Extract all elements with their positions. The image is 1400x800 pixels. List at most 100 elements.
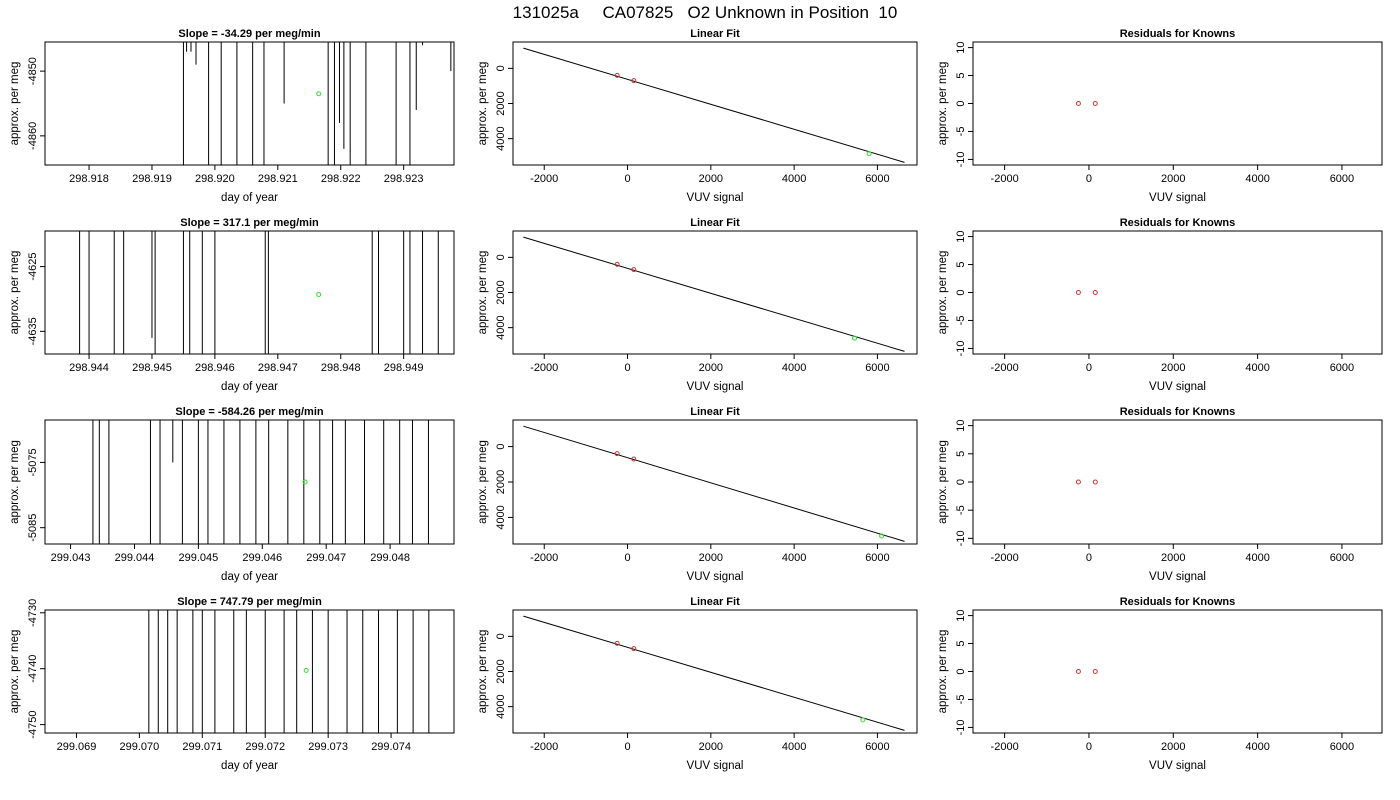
chart-panel: Slope = -34.29 per meg/min 298.918 298.919… bbox=[9, 28, 455, 204]
x-tick-label: -2000 bbox=[991, 552, 1019, 564]
y-tick-label: 0 bbox=[955, 289, 967, 295]
x-axis-label: day of year bbox=[221, 381, 278, 393]
chart-panel: Slope = 747.79 per meg/min 299.069 299.070… bbox=[9, 596, 455, 772]
x-tick-label: 299.045 bbox=[178, 552, 218, 564]
y-axis: -4625 -4635 approx. per meg bbox=[9, 251, 45, 345]
y-axis: 0 2000 4000 approx. per meg bbox=[477, 251, 513, 340]
x-axis-label: VUV signal bbox=[687, 571, 744, 583]
x-tick-label: 299.046 bbox=[242, 552, 282, 564]
x-axis-label: VUV signal bbox=[687, 381, 744, 393]
y-tick-label: 4000 bbox=[495, 694, 507, 718]
y-tick-label: 0 bbox=[495, 444, 507, 450]
plot-frame bbox=[512, 419, 918, 545]
y-tick-label: 4000 bbox=[495, 315, 507, 339]
chart-panel: Linear Fit -2000 0 2000 4000 6000 VUV signal 0 2… bbox=[477, 596, 918, 772]
x-axis: -2000 0 2000 4000 6000 VUV signal bbox=[530, 165, 890, 204]
x-tick-label: 6000 bbox=[1330, 362, 1354, 374]
x-axis: -2000 0 2000 4000 6000 VUV signal bbox=[991, 165, 1354, 204]
x-tick-label: 2000 bbox=[1161, 173, 1185, 185]
known-point bbox=[1092, 290, 1098, 295]
x-tick-label: -2000 bbox=[530, 362, 558, 374]
plot-frame bbox=[972, 230, 1383, 355]
y-tick-label: -10 bbox=[955, 530, 967, 546]
y-axis: -4850 -4860 approx. per meg bbox=[9, 57, 45, 150]
x-axis-label: day of year bbox=[221, 192, 278, 204]
series-trace bbox=[79, 231, 439, 354]
y-axis-label: approx. per meg bbox=[937, 251, 949, 335]
x-axis: 298.918 298.919 298.920 298.921 298.922 298.9… bbox=[69, 165, 424, 204]
y-tick-label: -5 bbox=[955, 505, 967, 515]
y-axis: 0 2000 4000 approx. per meg bbox=[477, 62, 513, 151]
chart-panel: Residuals for Knowns -2000 0 2000 4000 6000 VU… bbox=[937, 28, 1383, 204]
y-axis: 0 2000 4000 approx. per meg bbox=[477, 440, 513, 530]
plot-frame bbox=[44, 230, 455, 355]
x-tick-label: 4000 bbox=[782, 362, 806, 374]
y-tick-label: 0 bbox=[495, 633, 507, 639]
x-tick-label: 4000 bbox=[1245, 362, 1269, 374]
y-axis-label: approx. per meg bbox=[477, 62, 489, 146]
x-tick-label: 298.922 bbox=[321, 173, 361, 185]
y-axis-label: approx. per meg bbox=[937, 630, 949, 714]
x-tick-label: 2000 bbox=[1161, 362, 1185, 374]
y-tick-label: 4000 bbox=[495, 505, 507, 529]
y-tick-label: 4000 bbox=[495, 126, 507, 150]
x-tick-label: 4000 bbox=[782, 173, 806, 185]
x-tick-label: -2000 bbox=[530, 552, 558, 564]
x-tick-label: 299.069 bbox=[57, 741, 97, 753]
series-trace bbox=[148, 610, 430, 733]
x-axis: -2000 0 2000 4000 6000 VUV signal bbox=[530, 733, 890, 772]
x-tick-label: -2000 bbox=[530, 741, 558, 753]
y-tick-label: -4860 bbox=[27, 122, 39, 150]
x-tick-label: 298.947 bbox=[258, 362, 298, 374]
y-tick-label: -4850 bbox=[27, 57, 39, 85]
x-tick-label: 0 bbox=[624, 741, 630, 753]
chart-panel: Residuals for Knowns -2000 0 2000 4000 6000 VU… bbox=[937, 217, 1383, 393]
x-tick-label: 0 bbox=[624, 362, 630, 374]
plot-frame bbox=[44, 609, 455, 734]
unknown-point bbox=[316, 291, 322, 297]
x-tick-label: -2000 bbox=[530, 173, 558, 185]
y-tick-label: -5 bbox=[955, 316, 967, 326]
known-point bbox=[631, 267, 637, 273]
panel-title: Linear Fit bbox=[690, 28, 740, 40]
known-point bbox=[614, 640, 620, 646]
x-tick-label: 6000 bbox=[1330, 173, 1354, 185]
y-tick-label: 0 bbox=[495, 254, 507, 260]
fit-line bbox=[523, 615, 905, 731]
y-axis: 10 5 0 -5 -10 approx. per meg bbox=[937, 230, 973, 356]
x-tick-label: 298.919 bbox=[132, 173, 172, 185]
x-axis-label: VUV signal bbox=[687, 760, 744, 772]
plot-frame bbox=[512, 230, 918, 355]
x-tick-label: 0 bbox=[1086, 741, 1092, 753]
y-tick-label: 2000 bbox=[495, 470, 507, 494]
panel-title: Linear Fit bbox=[690, 406, 740, 418]
panel-title: Residuals for Knowns bbox=[1120, 217, 1236, 229]
unknown-point bbox=[879, 533, 885, 539]
panel-title: Slope = -584.26 per meg/min bbox=[175, 406, 324, 418]
y-tick-label: 5 bbox=[955, 72, 967, 78]
x-axis: -2000 0 2000 4000 6000 VUV signal bbox=[530, 544, 890, 583]
x-tick-label: 6000 bbox=[1330, 741, 1354, 753]
panel-title: Residuals for Knowns bbox=[1120, 28, 1236, 40]
x-tick-label: 0 bbox=[624, 552, 630, 564]
y-axis-label: approx. per meg bbox=[9, 62, 21, 146]
y-tick-label: 10 bbox=[955, 420, 967, 432]
x-axis: -2000 0 2000 4000 6000 VUV signal bbox=[991, 733, 1354, 772]
y-tick-label: -4740 bbox=[27, 655, 39, 683]
x-tick-label: 4000 bbox=[1245, 741, 1269, 753]
unknown-point bbox=[866, 151, 872, 157]
chart-panel: Residuals for Knowns -2000 0 2000 4000 6000 VU… bbox=[937, 596, 1383, 772]
x-axis: 299.069 299.070 299.071 299.072 299.073 299.0… bbox=[57, 733, 411, 772]
x-tick-label: 298.918 bbox=[69, 173, 109, 185]
fit-line bbox=[523, 236, 905, 352]
unknown-point bbox=[860, 717, 866, 723]
y-axis-label: approx. per meg bbox=[9, 630, 21, 714]
series-trace bbox=[182, 42, 452, 165]
fit-line bbox=[523, 425, 905, 542]
y-axis-label: approx. per meg bbox=[937, 62, 949, 146]
x-tick-label: 6000 bbox=[865, 741, 889, 753]
fit-line bbox=[523, 47, 905, 163]
y-tick-label: 0 bbox=[955, 479, 967, 485]
y-axis-label: approx. per meg bbox=[477, 251, 489, 335]
